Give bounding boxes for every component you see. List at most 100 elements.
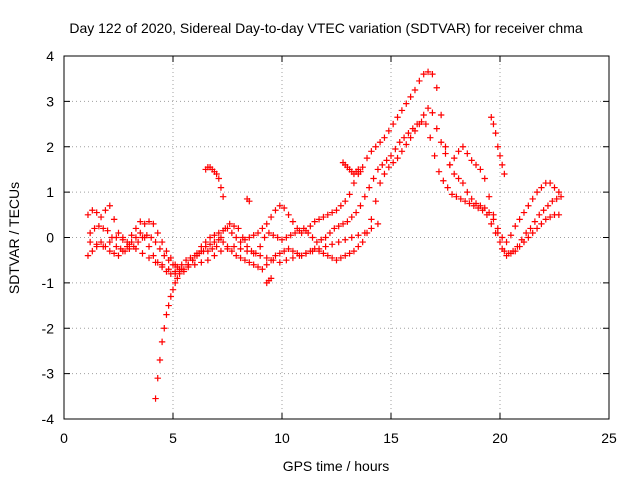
- y-tick-label: 0: [46, 230, 54, 246]
- data-point: [289, 254, 297, 262]
- data-point: [161, 252, 168, 259]
- data-point: [479, 207, 486, 214]
- data-point: [285, 211, 292, 219]
- data-point: [315, 245, 323, 253]
- data-point: [171, 268, 179, 275]
- data-point: [429, 109, 436, 116]
- data-point: [206, 241, 214, 248]
- data-point: [154, 229, 161, 237]
- data-point: [403, 100, 410, 107]
- data-point: [86, 229, 94, 237]
- data-point: [490, 211, 497, 219]
- data-point: [516, 216, 523, 223]
- data-point: [522, 229, 530, 237]
- series-track-d: [86, 220, 382, 275]
- data-point: [464, 150, 471, 157]
- data-point: [451, 170, 458, 178]
- data-point: [459, 143, 467, 150]
- data-point: [302, 250, 310, 257]
- data-point: [259, 266, 266, 273]
- data-point: [342, 198, 349, 205]
- data-point: [174, 263, 181, 271]
- data-point: [132, 234, 140, 241]
- data-point: [381, 170, 388, 178]
- data-point: [322, 243, 329, 250]
- data-point: [520, 209, 528, 216]
- data-point: [152, 259, 159, 266]
- x-tick-label: 10: [274, 430, 290, 446]
- data-point: [276, 202, 284, 209]
- data-point: [230, 243, 238, 250]
- data-point: [411, 86, 419, 94]
- data-point: [158, 261, 166, 268]
- x-tick-label: 15: [383, 430, 399, 446]
- data-point: [538, 184, 545, 191]
- data-point: [422, 120, 430, 128]
- data-point: [128, 232, 135, 239]
- data-point: [464, 188, 471, 196]
- x-tick-label: 25: [601, 430, 617, 446]
- data-point: [407, 93, 414, 101]
- data-point: [132, 245, 140, 253]
- data-point: [376, 139, 384, 146]
- data-point: [137, 218, 144, 225]
- data-point: [398, 107, 406, 114]
- data-point: [145, 243, 153, 250]
- data-point: [246, 234, 253, 241]
- data-point: [448, 191, 456, 198]
- data-point: [267, 275, 275, 282]
- data-point: [405, 129, 412, 137]
- data-point: [267, 213, 275, 221]
- data-point: [137, 229, 144, 237]
- data-point: [555, 188, 563, 196]
- data-point: [468, 157, 475, 164]
- data-point: [106, 202, 113, 209]
- data-point: [154, 374, 161, 382]
- data-point: [472, 161, 480, 169]
- series-islands: [202, 114, 508, 287]
- data-point: [361, 229, 369, 237]
- data-point: [498, 161, 506, 169]
- data-point: [437, 139, 445, 146]
- data-point: [348, 234, 355, 241]
- data-point: [394, 154, 401, 162]
- y-tick-label: -1: [42, 275, 55, 291]
- data-point: [178, 266, 185, 273]
- data-point: [509, 247, 517, 255]
- data-point: [97, 213, 105, 221]
- data-point: [228, 247, 236, 255]
- data-point: [492, 129, 499, 137]
- data-point: [357, 202, 364, 209]
- data-point: [195, 250, 203, 257]
- data-point: [217, 247, 225, 255]
- data-point: [167, 293, 175, 300]
- data-point: [400, 134, 408, 141]
- data-point: [444, 184, 451, 191]
- data-point: [348, 213, 355, 221]
- data-point: [102, 207, 109, 214]
- data-point: [383, 157, 390, 164]
- data-point: [198, 259, 205, 266]
- data-point: [477, 166, 484, 173]
- data-point: [315, 216, 323, 223]
- data-point: [355, 243, 362, 250]
- data-point: [459, 179, 467, 187]
- data-point: [389, 120, 397, 128]
- data-point: [165, 266, 172, 273]
- data-point: [106, 238, 113, 246]
- data-point: [243, 247, 251, 255]
- data-point: [246, 259, 253, 266]
- data-point: [143, 232, 151, 239]
- data-point: [307, 222, 314, 230]
- data-point: [488, 114, 495, 121]
- axis-ticks: [63, 55, 610, 420]
- data-point: [352, 209, 360, 216]
- data-point: [296, 252, 303, 259]
- data-point: [165, 302, 172, 309]
- data-point: [333, 207, 340, 214]
- data-point: [385, 127, 393, 135]
- data-point: [91, 225, 98, 232]
- data-point: [145, 254, 153, 262]
- x-tick-label: 5: [169, 430, 177, 446]
- data-point: [191, 252, 198, 259]
